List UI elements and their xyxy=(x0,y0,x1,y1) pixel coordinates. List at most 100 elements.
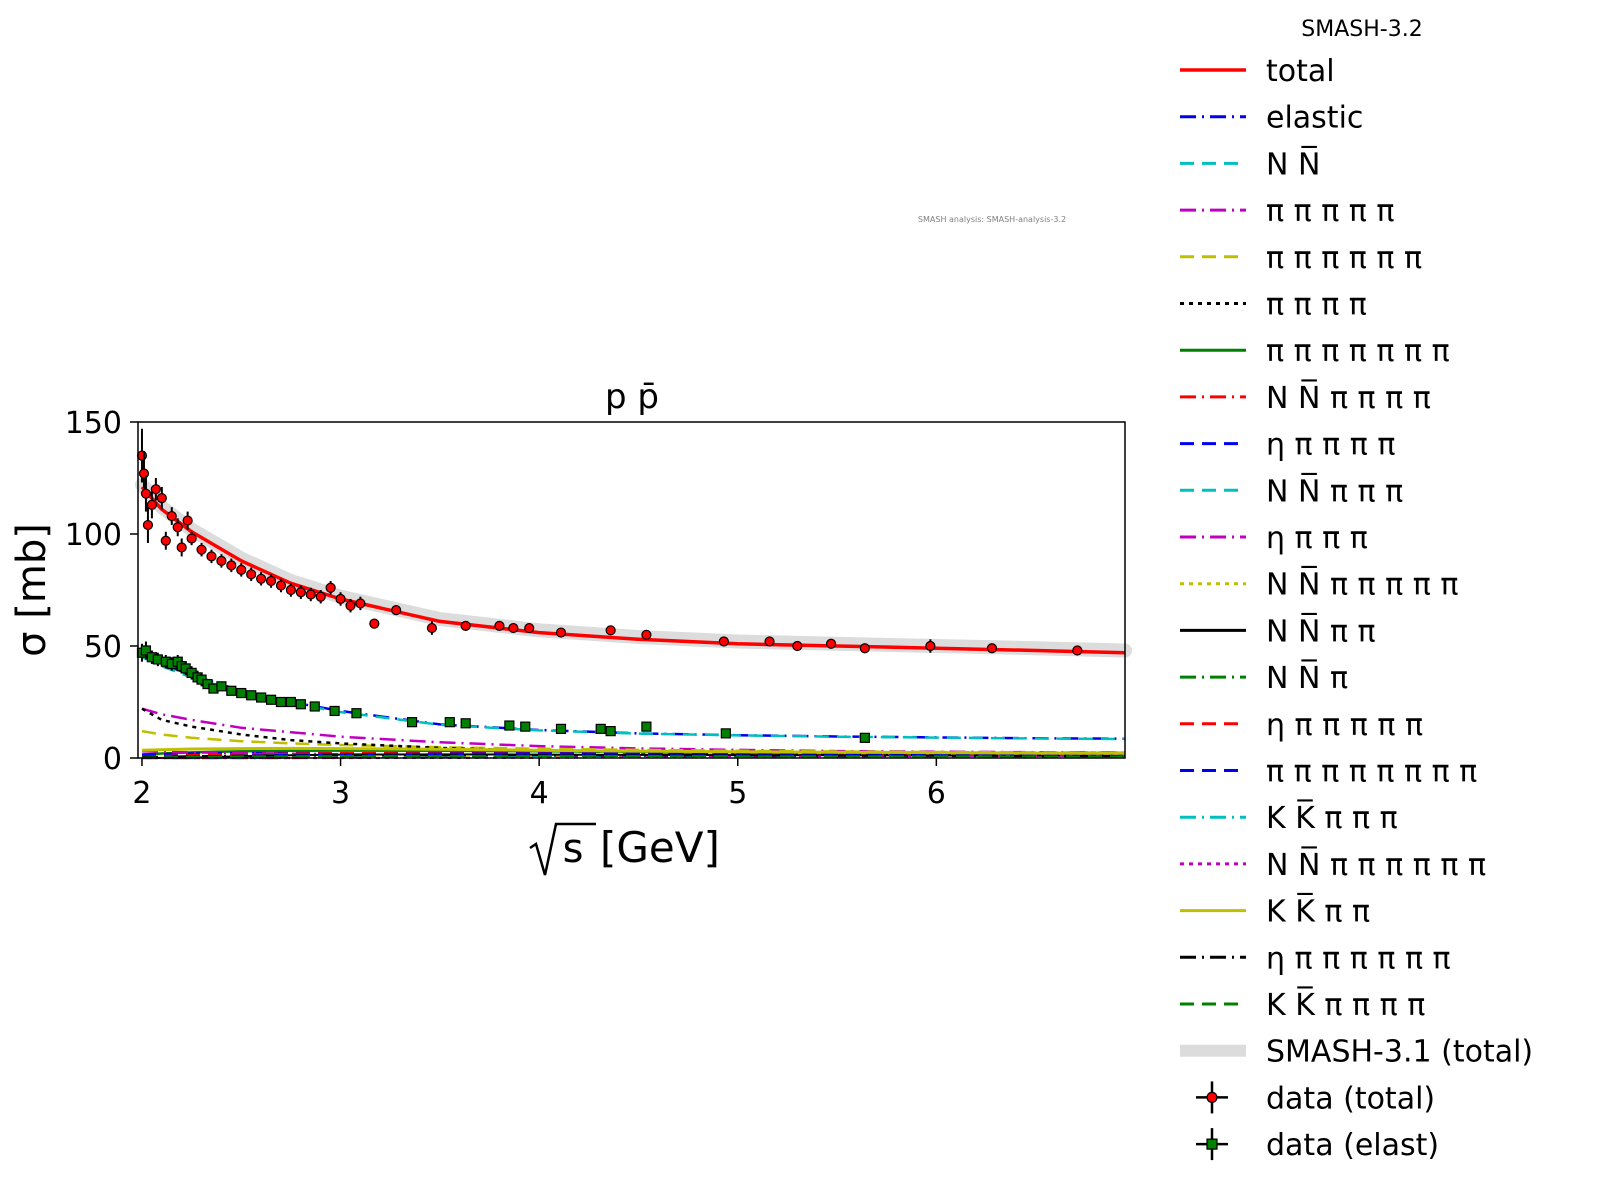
data-total-point-43 xyxy=(825,638,837,649)
legend-item-data_total: data (total) xyxy=(1196,1081,1435,1116)
data-total-point-10 xyxy=(176,538,187,557)
data-elast-point-25 xyxy=(351,708,362,719)
legend-item-11: N N̅ π π π π π xyxy=(1180,565,1458,603)
legend-item-7: N N̅ π π π π xyxy=(1180,378,1431,416)
data-elast-point-33 xyxy=(605,726,616,737)
data-elast-point-24 xyxy=(329,705,340,717)
legend-label-10: η π π π xyxy=(1266,521,1368,556)
data-total-point-9 xyxy=(172,518,183,537)
data-total-point-25 xyxy=(315,590,326,604)
data-total-point-33 xyxy=(460,620,471,631)
legend-item-data_elast: data (elast) xyxy=(1196,1128,1439,1163)
legend-label-20: K K̅ π π π π xyxy=(1266,986,1425,1023)
legend-label-4: π π π π π π xyxy=(1266,241,1422,276)
data-total-point-29 xyxy=(355,596,366,611)
data-total-point-23 xyxy=(295,585,306,599)
legend-item-16: K K̅ π π π xyxy=(1180,799,1398,836)
data-elast-point-19 xyxy=(265,694,277,705)
data-total-point-31 xyxy=(391,605,402,616)
data-total-point-26 xyxy=(325,581,336,595)
legend-label-3: π π π π π xyxy=(1266,194,1394,229)
data-total-point-46 xyxy=(986,643,998,654)
data-total-point-24 xyxy=(305,587,316,602)
legend-label-1: elastic xyxy=(1266,101,1363,136)
data-total-point-41 xyxy=(764,636,775,647)
data-total-point-42 xyxy=(792,640,803,652)
legend-item-9: N N̅ π π π xyxy=(1180,472,1403,509)
legend-label-12: N N̅ π π xyxy=(1266,612,1376,649)
x-tick-label-1: 3 xyxy=(331,776,350,811)
series-line-21 xyxy=(135,477,1132,658)
data-total-point-22 xyxy=(285,583,297,597)
data-total-point-8 xyxy=(166,507,177,526)
legend-item-2: N N̅ xyxy=(1180,145,1320,182)
x-axis: 2 3 4 5 6 xyxy=(132,758,946,811)
data-total-point-15 xyxy=(216,554,227,568)
data-total-point-11 xyxy=(182,511,193,530)
series-layer xyxy=(135,477,1132,760)
series-line-20 xyxy=(141,755,1125,759)
legend-label-21: SMASH-3.1 (total) xyxy=(1266,1035,1533,1070)
legend-label-2: N N̅ xyxy=(1266,145,1320,182)
data-elast-point-16 xyxy=(236,687,247,699)
data-total-point-34 xyxy=(494,620,505,631)
data-total-point-7 xyxy=(160,531,171,550)
plot-frame xyxy=(137,421,1126,759)
legend-title: SMASH-3.2 xyxy=(1301,17,1422,42)
legend-label-0: total xyxy=(1266,54,1335,89)
series-line-18 xyxy=(141,746,1126,755)
legend-item-20: K K̅ π π π π xyxy=(1180,986,1425,1023)
data-total-point-2 xyxy=(140,475,152,512)
data-elast-point-1 xyxy=(140,641,152,660)
legend-label-17: N N̅ π π π π π π xyxy=(1266,845,1486,882)
data-total-point-27 xyxy=(335,592,346,606)
legend-label-7: N N̅ π π π π xyxy=(1266,378,1431,415)
legend-item-14: η π π π π π xyxy=(1180,708,1423,743)
data-total-point-4 xyxy=(146,491,158,519)
y-axis: 0 50 100 150 xyxy=(65,406,138,777)
data-elast-point-35 xyxy=(720,728,731,739)
data-total-point-16 xyxy=(226,558,237,573)
legend-label-15: π π π π π π π π xyxy=(1266,755,1477,790)
data-total-point-39 xyxy=(641,629,652,640)
series-line-2 xyxy=(141,656,1126,741)
legend-item-5: π π π π xyxy=(1180,288,1367,323)
x-tick-label-2: 4 xyxy=(530,776,549,811)
data-total-point-18 xyxy=(246,567,257,582)
legend-item-8: η π π π π xyxy=(1180,428,1395,463)
data-total-point-36 xyxy=(524,622,535,634)
data-elast-point-23 xyxy=(309,701,320,712)
data-total-point-30 xyxy=(369,618,380,629)
data-total-point-6 xyxy=(156,486,167,510)
y-axis-label: σ [mb] xyxy=(9,523,55,657)
legend-label-19: η π π π π π π xyxy=(1266,941,1451,976)
data-elast-point-32 xyxy=(595,723,606,734)
data-elast-point-31 xyxy=(555,723,567,734)
plot-area xyxy=(135,421,1132,760)
chart-title: p p̄ xyxy=(605,377,659,417)
x-tick-label-0: 2 xyxy=(132,776,151,811)
data-total-point-47 xyxy=(1072,645,1083,656)
legend-label-5: π π π π xyxy=(1266,288,1367,323)
data-total-point-19 xyxy=(256,572,267,586)
data-elast-point-22 xyxy=(295,699,306,710)
legend-item-6: π π π π π π π xyxy=(1180,334,1450,369)
legend: SMASH-3.2 total elastic N N̅ π π π π π π π π… xyxy=(1180,17,1533,1163)
legend-label-14: η π π π π π xyxy=(1266,708,1423,743)
legend-item-15: π π π π π π π π xyxy=(1180,755,1477,790)
legend-item-10: η π π π xyxy=(1180,521,1368,556)
data-elast-point-15 xyxy=(226,685,237,696)
data-elast-point-29 xyxy=(504,720,515,731)
watermark: SMASH analysis: SMASH-analysis-3.2 xyxy=(918,215,1066,224)
data-elast-point-28 xyxy=(460,718,471,729)
x-axis-label: s [GeV] xyxy=(529,822,720,876)
legend-label-16: K K̅ π π π xyxy=(1266,799,1398,836)
data-total-point-5 xyxy=(150,478,161,501)
data-total-point-40 xyxy=(718,636,729,647)
legend-label-8: η π π π π xyxy=(1266,428,1395,463)
data-elast-point-36 xyxy=(859,732,870,743)
x-tick-label-4: 6 xyxy=(927,776,946,811)
legend-item-21: SMASH-3.1 (total) xyxy=(1180,1035,1533,1070)
data-total-point-28 xyxy=(345,598,356,613)
sqrt-sign-icon xyxy=(529,822,596,876)
